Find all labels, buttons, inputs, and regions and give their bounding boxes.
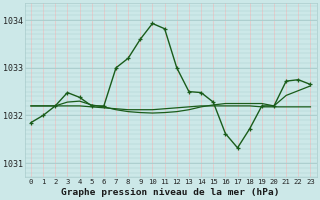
X-axis label: Graphe pression niveau de la mer (hPa): Graphe pression niveau de la mer (hPa): [61, 188, 280, 197]
